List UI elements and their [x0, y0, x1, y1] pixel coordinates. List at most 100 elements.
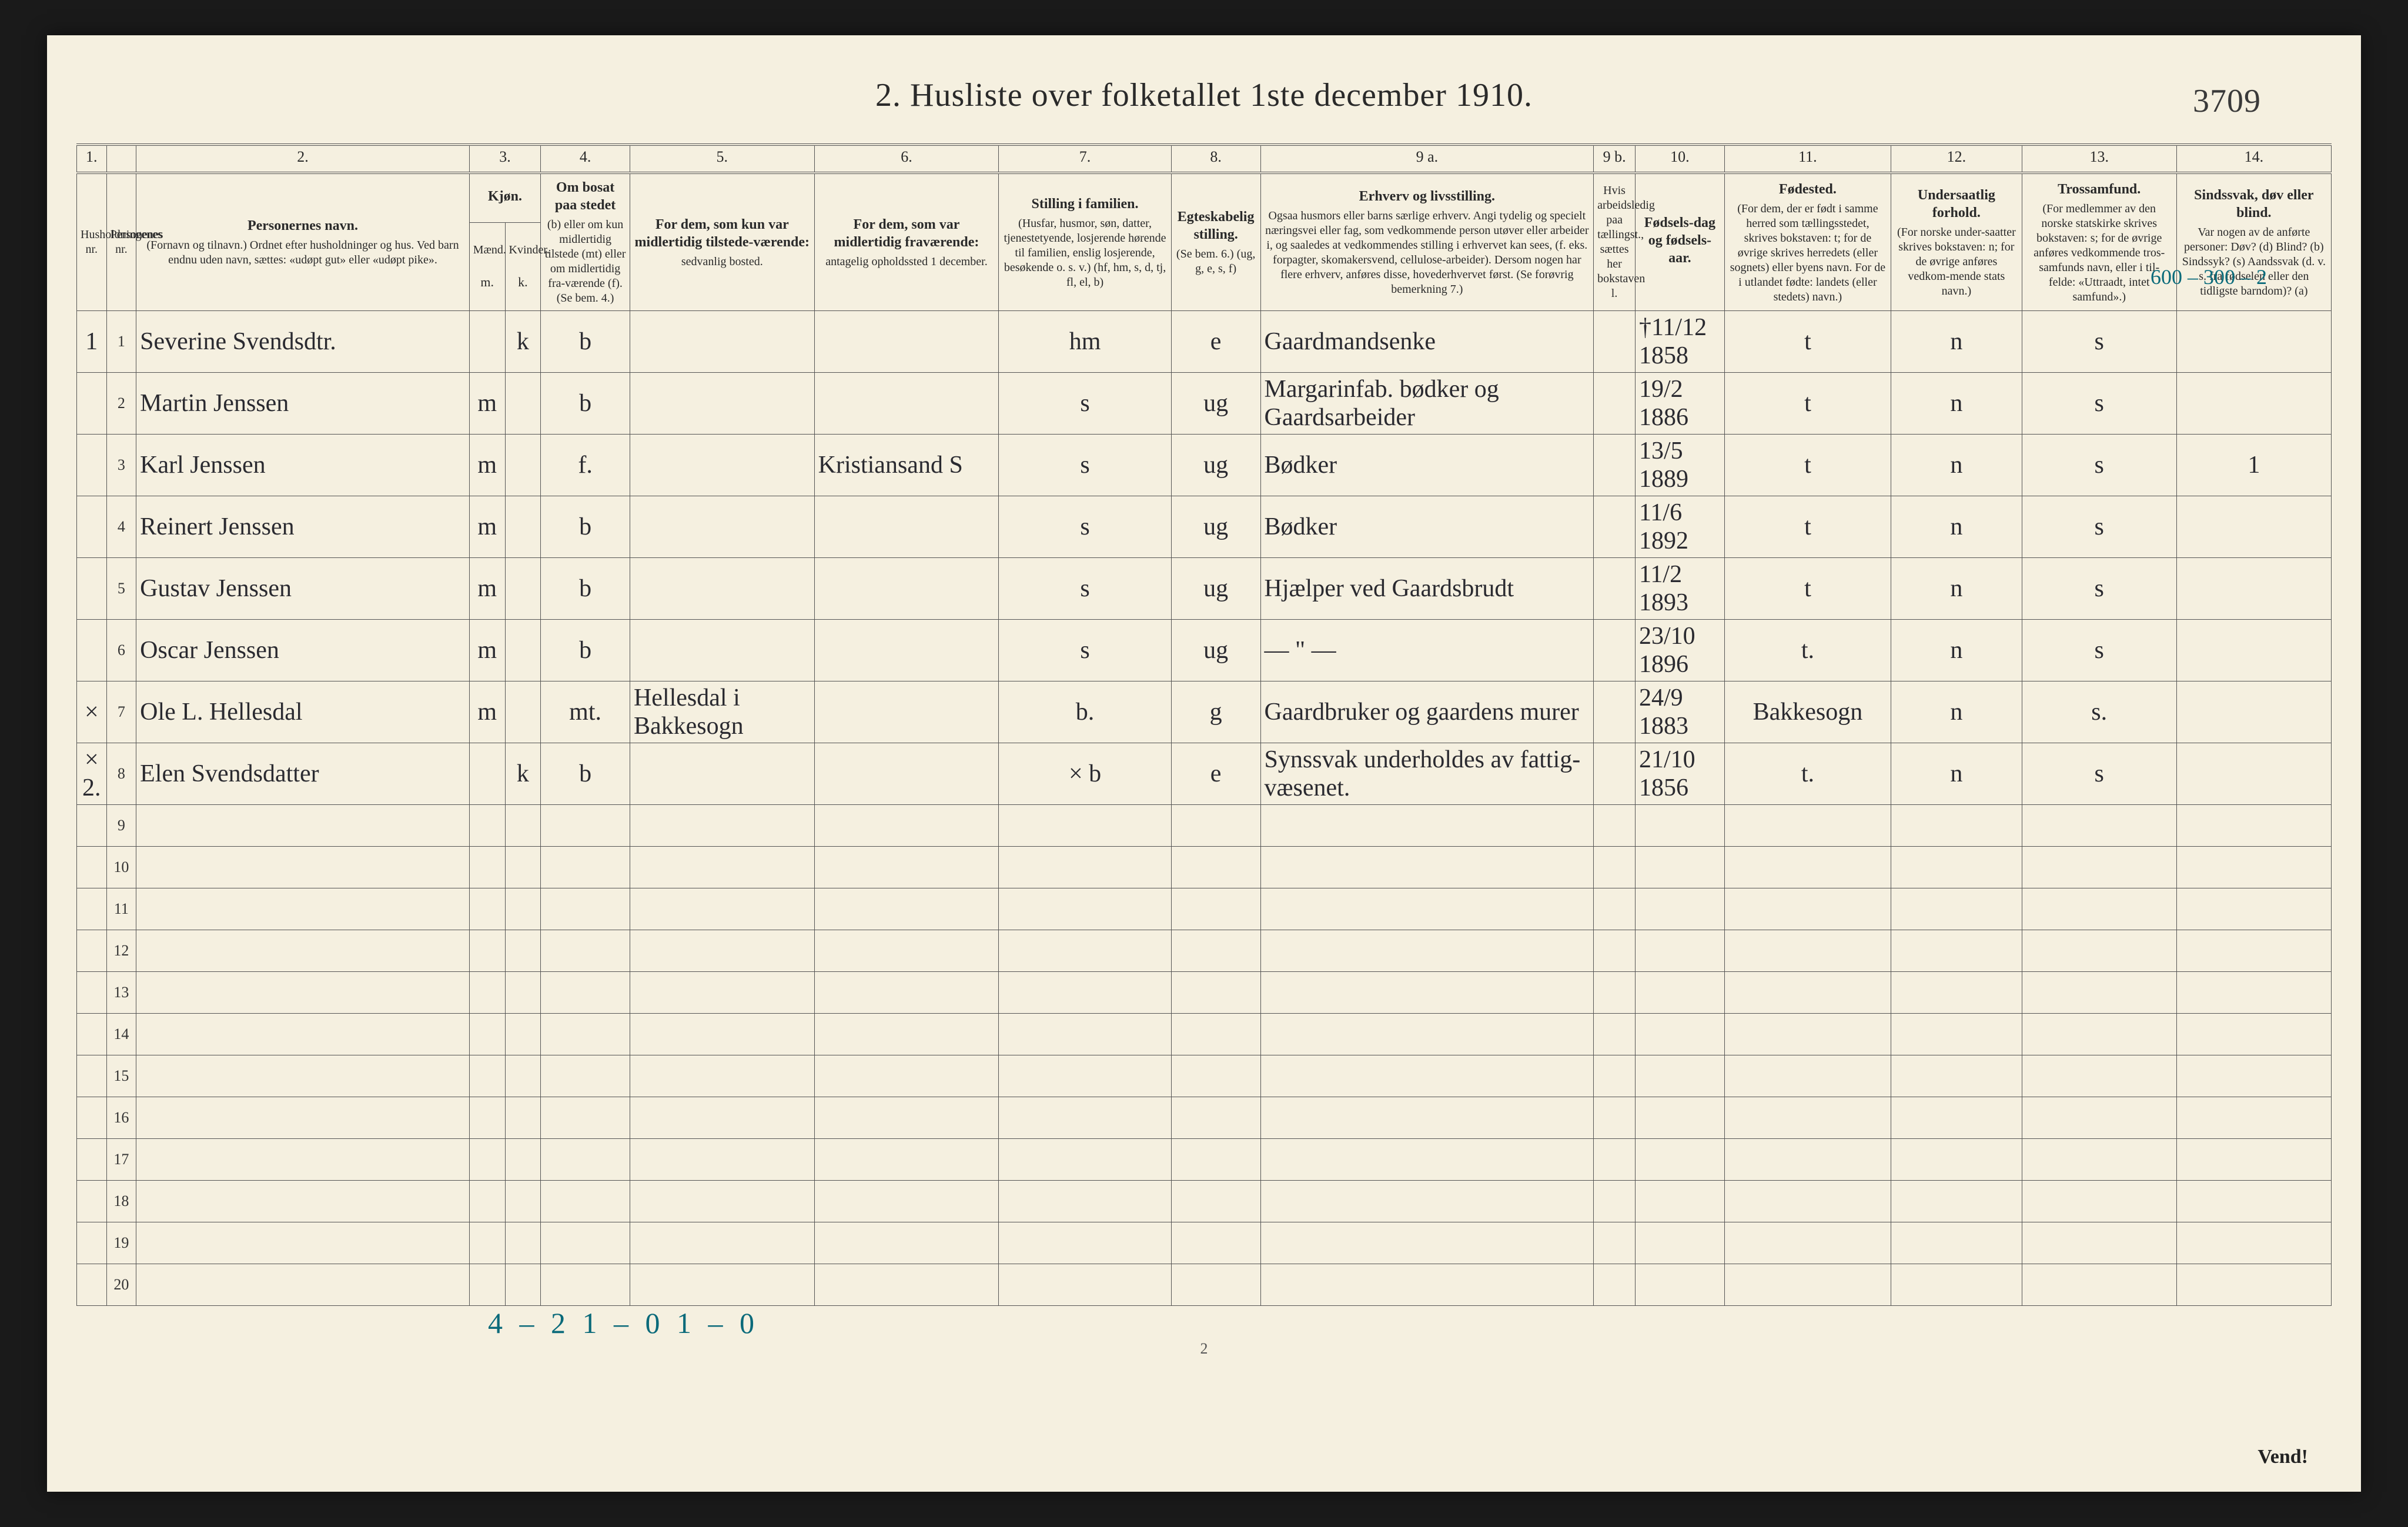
col-header-hh: Husholdningenes nr. — [77, 173, 107, 311]
table-cell-bosted — [630, 1264, 814, 1306]
table-cell-opphold — [814, 972, 999, 1014]
table-row-empty: 11 — [77, 888, 2332, 930]
handwritten-page-id: 3709 — [2193, 82, 2261, 120]
table-cell-m — [469, 805, 505, 847]
table-cell-tros — [2022, 972, 2176, 1014]
table-cell-l — [1594, 496, 1636, 558]
table-cell-name: Ole L. Hellesdal — [136, 681, 470, 743]
table-cell-m — [469, 1181, 505, 1222]
table-row-empty: 20 — [77, 1264, 2332, 1306]
table-cell-erhverv: Synssvak underholdes av fattig-væsenet. — [1260, 743, 1594, 805]
table-cell-k — [505, 496, 541, 558]
table-cell-sind — [2176, 1055, 2331, 1097]
table-cell-fam — [999, 1014, 1171, 1055]
table-cell-name: Elen Svendsdatter — [136, 743, 470, 805]
table-cell-res — [541, 1097, 630, 1139]
table-cell-unders: n — [1891, 681, 2022, 743]
table-cell-name: Oscar Jenssen — [136, 620, 470, 681]
table-cell-opphold — [814, 558, 999, 620]
table-cell-egte — [1171, 888, 1260, 930]
table-row: × 2.8Elen Svendsdatterkb× beSynssvak und… — [77, 743, 2332, 805]
table-cell-erhverv — [1260, 1014, 1594, 1055]
table-cell-erhverv — [1260, 1264, 1594, 1306]
col-header-sind: Sindssvak, døv eller blind. Var nogen av… — [2176, 173, 2331, 311]
col-num: 6. — [814, 145, 999, 173]
table-cell-sind — [2176, 888, 2331, 930]
table-cell-egte: ug — [1171, 558, 1260, 620]
table-cell-fsted — [1724, 847, 1891, 888]
table-cell-fsted — [1724, 1222, 1891, 1264]
census-page: 2. Husliste over folketallet 1ste decemb… — [47, 35, 2361, 1492]
table-cell-res: b — [541, 496, 630, 558]
table-cell-l — [1594, 930, 1636, 972]
table-cell-unders — [1891, 1181, 2022, 1222]
table-cell-pn: 14 — [106, 1014, 136, 1055]
table-cell-unders: n — [1891, 311, 2022, 373]
table-cell-erhverv — [1260, 1139, 1594, 1181]
col-header-tros: Trossamfund. (For medlemmer av den norsk… — [2022, 173, 2176, 311]
col-header-familie: Stilling i familien. (Husfar, husmor, sø… — [999, 173, 1171, 311]
table-cell-egte — [1171, 1264, 1260, 1306]
table-cell-erhverv — [1260, 972, 1594, 1014]
table-cell-sind — [2176, 620, 2331, 681]
table-cell-unders: n — [1891, 620, 2022, 681]
table-cell-fdato: 19/2 1886 — [1635, 373, 1724, 435]
table-cell-unders — [1891, 805, 2022, 847]
table-cell-tros — [2022, 847, 2176, 888]
table-cell-erhverv — [1260, 888, 1594, 930]
table-cell-sind — [2176, 373, 2331, 435]
table-cell-fsted — [1724, 930, 1891, 972]
table-cell-fam: s — [999, 496, 1171, 558]
table-cell-hh: × — [77, 681, 107, 743]
table-cell-k — [505, 1097, 541, 1139]
table-row: 3Karl Jenssenmf.Kristiansand SsugBødker1… — [77, 435, 2332, 496]
table-cell-hh — [77, 496, 107, 558]
table-cell-m — [469, 847, 505, 888]
table-cell-tros — [2022, 1055, 2176, 1097]
handwritten-totals: 4 – 2 1 – 0 1 – 0 — [76, 1306, 2332, 1340]
table-cell-egte: ug — [1171, 496, 1260, 558]
table-cell-fsted — [1724, 805, 1891, 847]
table-cell-erhverv: Gaardmandsenke — [1260, 311, 1594, 373]
table-cell-bosted — [630, 972, 814, 1014]
col-num: 7. — [999, 145, 1171, 173]
table-cell-pn: 7 — [106, 681, 136, 743]
table-cell-erhverv: Hjælper ved Gaardsbrudt — [1260, 558, 1594, 620]
table-cell-tros — [2022, 1181, 2176, 1222]
table-cell-opphold — [814, 930, 999, 972]
table-cell-pn: 4 — [106, 496, 136, 558]
table-cell-name — [136, 1055, 470, 1097]
table-cell-erhverv: Bødker — [1260, 496, 1594, 558]
table-cell-res — [541, 1264, 630, 1306]
table-cell-bosted — [630, 558, 814, 620]
table-cell-m — [469, 1264, 505, 1306]
table-cell-pn: 6 — [106, 620, 136, 681]
table-cell-bosted — [630, 1222, 814, 1264]
col-header-opphold: For dem, som var midlertidig fraværende:… — [814, 173, 999, 311]
printed-page-number: 2 — [76, 1340, 2332, 1358]
col-num: 1. — [77, 145, 107, 173]
table-cell-k — [505, 805, 541, 847]
table-row-empty: 13 — [77, 972, 2332, 1014]
vend-label: Vend! — [2258, 1446, 2308, 1468]
table-cell-sind — [2176, 558, 2331, 620]
table-cell-unders — [1891, 847, 2022, 888]
table-cell-hh — [77, 1264, 107, 1306]
table-cell-name — [136, 972, 470, 1014]
table-cell-erhverv — [1260, 847, 1594, 888]
table-cell-fam — [999, 930, 1171, 972]
col-header-name: Personernes navn. (Fornavn og tilnavn.) … — [136, 173, 470, 311]
table-cell-res — [541, 847, 630, 888]
col-header-fsted: Fødested. (For dem, der er født i samme … — [1724, 173, 1891, 311]
table-cell-tros — [2022, 805, 2176, 847]
table-cell-res — [541, 888, 630, 930]
table-cell-l — [1594, 1181, 1636, 1222]
table-cell-sind — [2176, 1222, 2331, 1264]
table-cell-unders — [1891, 1055, 2022, 1097]
page-title-row: 2. Husliste over folketallet 1ste decemb… — [76, 76, 2332, 114]
table-cell-fdato: 21/10 1856 — [1635, 743, 1724, 805]
table-cell-fdato: 23/10 1896 — [1635, 620, 1724, 681]
table-cell-fdato: 11/6 1892 — [1635, 496, 1724, 558]
table-cell-m — [469, 1055, 505, 1097]
table-cell-tros: s — [2022, 558, 2176, 620]
